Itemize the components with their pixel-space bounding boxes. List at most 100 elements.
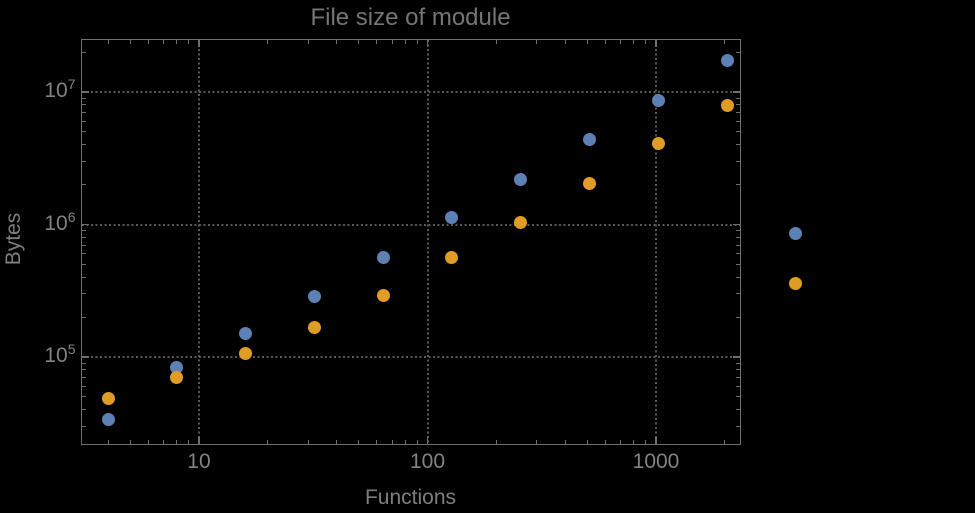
y-tick-mark [81,369,86,371]
y-tick-mark [81,425,86,427]
y-tick-mark [735,316,740,318]
y-tick-mark [735,244,740,246]
x-tick-mark [163,439,165,444]
y-tick-mark [81,293,86,295]
y-tick-mark [81,362,86,364]
y-tick-mark [81,276,86,278]
x-tick-mark [416,40,418,44]
y-tick-mark [732,223,740,226]
x-tick-label: 1000 [632,449,680,473]
y-tick-mark [735,385,740,387]
y-tick-mark [735,230,740,232]
data-point-series-1 [583,132,597,146]
x-tick-mark [107,40,109,44]
y-tick-mark [735,97,740,99]
x-tick-mark [620,40,622,44]
y-tick-mark [81,97,86,99]
y-tick-mark [81,236,86,238]
y-tick-mark [735,51,740,53]
data-point-series-1 [720,53,734,67]
y-tick-mark [735,377,740,379]
y-gridline [81,91,740,93]
data-point-series-1 [239,326,253,340]
y-tick-mark [732,356,740,358]
y-tick-mark [735,104,740,106]
y-tick-label: 107 [44,76,76,102]
y-tick-mark [735,253,740,255]
y-tick-mark [735,144,740,146]
x-tick-mark [495,40,497,44]
x-tick-mark [620,439,622,444]
x-tick-mark [307,439,309,444]
x-tick-mark [176,439,178,444]
x-tick-mark [198,40,200,47]
data-point-series-2 [239,346,253,360]
y-tick-mark [81,160,86,162]
x-tick-mark [426,436,429,444]
data-point-series-1 [170,360,184,374]
y-axis-label: Bytes [2,212,25,266]
y-tick-mark [81,409,86,411]
x-tick-mark [376,40,378,44]
data-point-series-2 [583,176,597,190]
y-tick-mark [81,377,86,379]
x-tick-label: 10 [187,449,211,473]
x-tick-mark [129,40,131,44]
data-point-series-1 [101,412,115,426]
y-tick-mark [735,293,740,295]
x-tick-label: 100 [409,449,446,473]
y-tick-mark [81,104,86,106]
y-tick-mark [81,223,89,226]
x-tick-mark [536,40,538,44]
x-tick-mark [147,439,149,444]
data-point-series-2 [445,251,459,265]
data-point-series-1 [789,227,803,241]
x-tick-mark [426,40,429,47]
y-tick-label: 105 [44,341,76,367]
y-tick-mark [81,316,86,318]
y-tick-mark [735,409,740,411]
x-tick-mark [404,40,406,44]
x-tick-mark [586,40,588,44]
data-point-series-1 [376,251,390,265]
y-tick-mark [735,236,740,238]
x-tick-mark [188,40,190,44]
x-tick-mark [655,40,657,47]
y-tick-mark [81,120,86,122]
y-tick-mark [81,91,89,93]
y-tick-mark [81,263,86,265]
x-tick-mark [416,439,418,444]
y-tick-mark [81,253,86,255]
y-tick-mark [81,144,86,146]
x-tick-mark [336,40,338,44]
x-tick-mark [107,439,109,444]
y-tick-mark [735,112,740,114]
x-tick-mark [198,436,200,444]
data-point-series-1 [307,289,321,303]
chart-title: File size of module [310,4,511,31]
y-tick-mark [735,184,740,186]
y-tick-mark [735,120,740,122]
data-point-series-2 [651,136,665,150]
x-tick-mark [391,439,393,444]
x-tick-mark [163,40,165,44]
data-point-series-2 [307,320,321,334]
y-tick-mark [735,131,740,133]
x-tick-mark [129,439,131,444]
data-point-series-2 [101,391,115,405]
y-tick-mark [732,91,740,93]
x-tick-mark [633,40,635,44]
x-tick-mark [376,439,378,444]
x-tick-mark [604,40,606,44]
x-tick-mark [586,439,588,444]
y-tick-mark [81,385,86,387]
x-tick-mark [267,40,269,44]
y-tick-mark [735,263,740,265]
y-tick-mark [735,425,740,427]
data-point-series-2 [789,276,803,290]
x-tick-mark [495,439,497,444]
x-tick-mark [267,439,269,444]
x-tick-mark [724,439,726,444]
y-tick-mark [735,362,740,364]
